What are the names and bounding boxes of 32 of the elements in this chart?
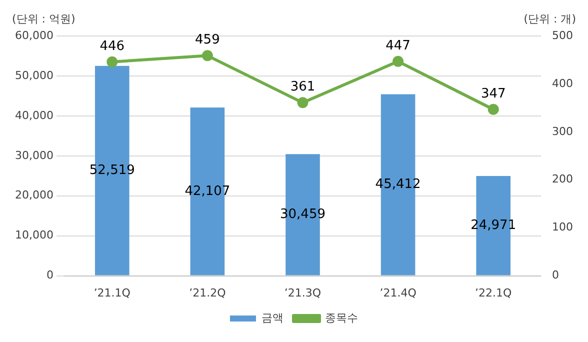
y-tick-label: 10,000 — [14, 228, 54, 242]
x-tick-label: ’21.3Q — [284, 286, 322, 300]
x-tick-label: ’21.2Q — [189, 286, 226, 300]
y-tick-label: 30,000 — [14, 148, 54, 162]
data-label: 447 — [386, 38, 410, 54]
y-tick-label: 0 — [46, 268, 54, 282]
point — [106, 56, 118, 68]
y2-axis-title: (단위 : 개) — [524, 12, 576, 26]
legend-label: 종목수 — [325, 311, 358, 324]
data-label: 446 — [100, 38, 125, 54]
point — [297, 97, 308, 108]
y-tick-label: 40,000 — [14, 108, 54, 122]
y2-tick-label: 500 — [552, 28, 574, 42]
y-tick-label: 60,000 — [14, 28, 54, 42]
data-label: 347 — [480, 86, 506, 102]
point — [202, 50, 213, 62]
data-label: 361 — [290, 80, 316, 95]
y2-tick-label: 300 — [552, 124, 574, 138]
point — [488, 104, 499, 115]
data-label: 459 — [195, 32, 220, 48]
x-tick-label: ’22.1Q — [475, 286, 512, 300]
point — [392, 56, 404, 67]
y2-tick-label: 200 — [552, 172, 574, 186]
y-tick-label: 50,000 — [14, 68, 54, 82]
legend-label: 금액 — [262, 311, 284, 324]
x-tick-label: ’21.1Q — [94, 286, 131, 300]
x-tick-label: ’21.4Q — [380, 286, 417, 300]
y2-tick-label: 400 — [552, 76, 574, 90]
y-axis-title: (단위 : 억원) — [12, 12, 76, 26]
y-tick-label: 20,000 — [14, 188, 54, 202]
y2-tick-label: 100 — [552, 220, 574, 234]
y2-tick-label: 0 — [552, 268, 560, 282]
